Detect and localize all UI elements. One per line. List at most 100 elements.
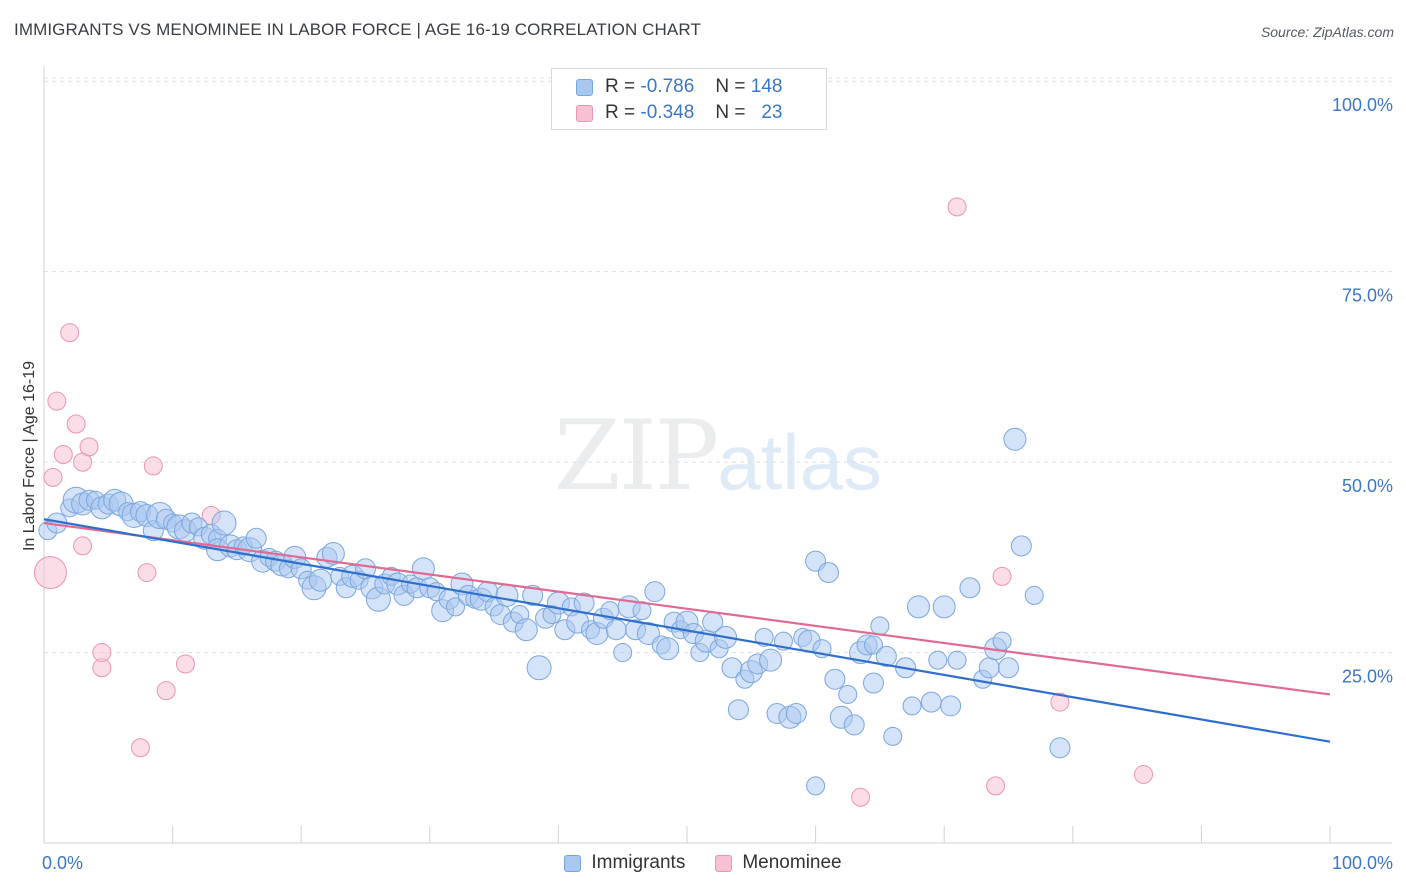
immigrants-point <box>902 696 922 716</box>
legend-n-value: 23 <box>761 102 783 123</box>
menominee-trend-line <box>43 521 1331 696</box>
immigrants-point <box>211 510 237 536</box>
menominee-point <box>1050 692 1070 712</box>
immigrants-point <box>495 583 519 607</box>
menominee-point <box>130 738 150 758</box>
menominee-point <box>156 681 176 701</box>
immigrants-point <box>883 726 903 746</box>
y-tick-label: 75.0% <box>1342 286 1393 306</box>
immigrants-point <box>806 776 826 796</box>
immigrants-point <box>605 619 627 641</box>
menominee-point <box>851 787 871 807</box>
immigrants-legend-swatch <box>564 854 582 872</box>
tick-labels: 25.0% 50.0% 75.0% 100.0% 0.0% 100.0% <box>42 95 1393 873</box>
immigrants-point <box>863 635 883 655</box>
immigrants-point <box>785 703 807 724</box>
immigrants-point <box>321 542 345 566</box>
menominee-legend-label: Menominee <box>742 852 842 873</box>
menominee-point <box>986 776 1006 796</box>
immigrants-point <box>870 616 890 636</box>
y-tick-label: 50.0% <box>1342 476 1393 496</box>
immigrants-point <box>522 584 544 606</box>
immigrants-point <box>754 627 774 647</box>
immigrants-point <box>308 568 332 592</box>
immigrants-point <box>245 527 267 549</box>
menominee-legend-swatch <box>715 854 733 872</box>
immigrants-point <box>843 714 865 736</box>
immigrants-point <box>526 655 552 681</box>
immigrants-point <box>932 595 956 619</box>
immigrants-point <box>920 691 942 713</box>
legend-row-menominee: R = -0.348 N = 23 <box>576 102 782 124</box>
immigrants-point <box>514 618 538 642</box>
menominee-point <box>66 414 86 434</box>
immigrants-point <box>656 637 680 661</box>
y-tick-label: 25.0% <box>1342 667 1393 687</box>
menominee-point <box>947 197 967 217</box>
legend-item-immigrants: Immigrants <box>564 852 685 874</box>
immigrants-point <box>928 650 948 670</box>
axes <box>43 66 1392 844</box>
immigrants-point <box>862 672 884 694</box>
immigrants-legend-label: Immigrants <box>591 852 686 873</box>
menominee-point <box>1134 764 1154 784</box>
immigrants-point <box>906 595 930 619</box>
menominee-point <box>79 437 99 457</box>
legend-r-label: R = <box>605 76 636 97</box>
legend-r-label: R = <box>605 102 636 123</box>
immigrants-swatch <box>576 78 593 96</box>
immigrants-trend-line <box>43 518 1331 743</box>
menominee-point <box>53 445 73 464</box>
y-tick-label: 100.0% <box>1332 95 1393 115</box>
immigrants-point <box>940 695 962 717</box>
trend-lines <box>43 518 1331 743</box>
menominee-point <box>992 566 1012 586</box>
legend-n-value: 148 <box>750 76 783 97</box>
immigrants-point <box>759 648 783 672</box>
immigrants-point <box>1003 427 1027 451</box>
immigrants-point <box>959 577 981 599</box>
legend-item-menominee: Menominee <box>715 852 842 874</box>
immigrants-points <box>38 427 1071 796</box>
immigrants-point <box>838 684 858 704</box>
stats-legend: R = -0.786 N = 148 R = -0.348 N = 23 <box>551 68 827 130</box>
grid <box>44 77 1392 654</box>
immigrants-point <box>824 668 846 690</box>
immigrants-point <box>411 557 435 581</box>
menominee-point <box>47 391 67 411</box>
legend-r-value: -0.786 <box>640 76 695 97</box>
immigrants-point <box>978 657 1000 679</box>
immigrants-point <box>613 643 633 663</box>
y-axis-label: In Labor Force | Age 16-19 <box>21 360 38 552</box>
legend-row-immigrants: R = -0.786 N = 148 <box>576 76 782 98</box>
menominee-point <box>60 323 80 343</box>
immigrants-point <box>992 631 1012 651</box>
immigrants-point <box>644 581 666 603</box>
immigrants-point <box>446 597 466 617</box>
immigrants-point <box>1049 737 1071 759</box>
menominee-swatch <box>576 104 593 122</box>
chart-title: IMMIGRANTS VS MENOMINEE IN LABOR FORCE |… <box>14 20 701 39</box>
legend-r-value: -0.348 <box>640 102 695 123</box>
watermark-zip: ZIP <box>554 400 719 512</box>
menominee-point <box>33 556 67 590</box>
menominee-point <box>73 536 93 556</box>
menominee-point <box>43 467 63 487</box>
immigrants-point <box>875 645 897 667</box>
immigrants-point <box>998 657 1019 679</box>
menominee-point <box>175 654 195 674</box>
legend-n-label: N = <box>715 76 746 97</box>
series-legend: Immigrants Menominee <box>0 852 1406 874</box>
source-credit: Source: ZipAtlas.com <box>1260 24 1394 40</box>
menominee-point <box>137 563 157 583</box>
menominee-point <box>143 456 163 476</box>
immigrants-point <box>1024 585 1044 605</box>
immigrants-point <box>947 650 967 670</box>
menominee-points <box>33 197 1154 807</box>
immigrants-point <box>817 562 839 584</box>
immigrants-point <box>1010 535 1032 557</box>
x-tick-label: 0.0% <box>42 853 83 873</box>
menominee-point <box>92 643 112 663</box>
immigrants-point <box>727 699 749 721</box>
